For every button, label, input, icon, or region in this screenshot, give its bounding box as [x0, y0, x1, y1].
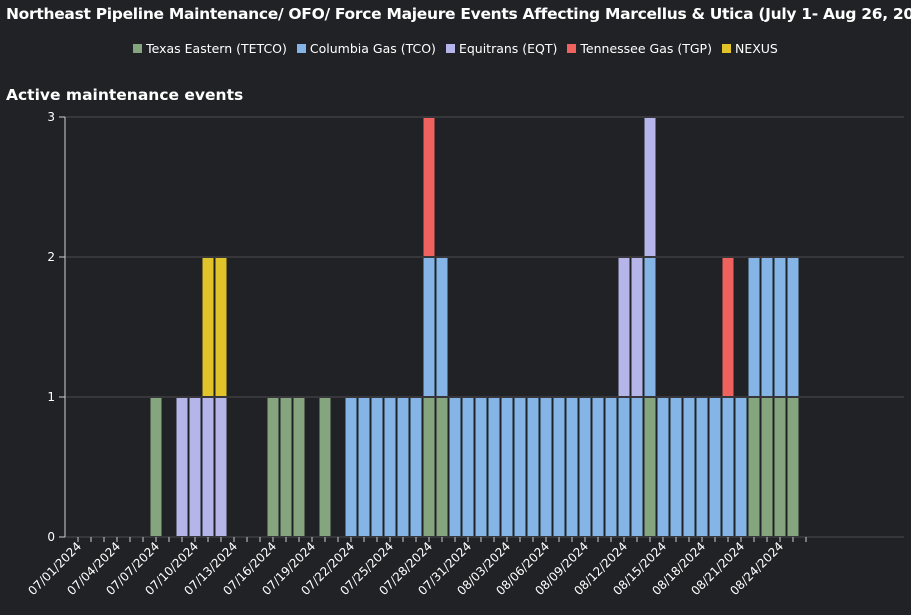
bar-segment: [709, 398, 721, 536]
bar-segment: [345, 398, 357, 536]
bar-segment: [423, 398, 435, 536]
bar-segment: [774, 398, 786, 536]
bar-segment: [202, 398, 214, 536]
bar-segment: [618, 398, 630, 536]
bar-segment: [644, 258, 656, 396]
legend-swatch: [296, 44, 306, 53]
legend-label: NEXUS: [734, 41, 778, 56]
y-axis-title: Active maintenance events: [6, 86, 244, 104]
bar-segment: [319, 398, 331, 536]
bar-segment: [384, 398, 396, 536]
bar-segment: [423, 118, 435, 256]
bar-segment: [631, 258, 643, 396]
bar-segment: [462, 398, 474, 536]
bar-segment: [397, 398, 409, 536]
bar-segment: [514, 398, 526, 536]
y-tick-label: 0: [47, 530, 55, 544]
bar-segment: [787, 398, 799, 536]
bar-segment: [267, 398, 279, 536]
bar-segment: [631, 398, 643, 536]
bar-segment: [683, 398, 695, 536]
bar-segment: [761, 398, 773, 536]
y-tick-label: 2: [47, 250, 55, 264]
bar-segment: [553, 398, 565, 536]
bar-segment: [748, 258, 760, 396]
bar-segment: [722, 398, 734, 536]
bar-segment: [475, 398, 487, 536]
legend-item[interactable]: NEXUS: [721, 41, 778, 56]
bar-segment: [150, 398, 162, 536]
bar-segment: [644, 398, 656, 536]
bar-segment: [189, 398, 201, 536]
bar-segment: [644, 118, 656, 256]
bar-segment: [436, 398, 448, 536]
legend-label: Equitrans (EQT): [458, 41, 558, 56]
legend-swatch: [721, 44, 731, 53]
bar-segment: [202, 258, 214, 396]
legend-label: Tennessee Gas (TGP): [580, 41, 712, 56]
legend-item[interactable]: Columbia Gas (TCO): [296, 41, 436, 56]
bar-segment: [371, 398, 383, 536]
chart-title: Northeast Pipeline Maintenance/ OFO/ For…: [6, 5, 911, 23]
bar-segment: [774, 258, 786, 396]
bar-segment: [449, 398, 461, 536]
bar-segment: [280, 398, 292, 536]
legend-item[interactable]: Equitrans (EQT): [445, 41, 558, 56]
legend-label: Texas Eastern (TETCO): [146, 41, 287, 56]
bar-segment: [215, 258, 227, 396]
legend-item[interactable]: Tennessee Gas (TGP): [567, 41, 712, 56]
bar-segment: [358, 398, 370, 536]
bar-segment: [735, 398, 747, 536]
y-tick-label: 1: [47, 390, 55, 404]
bar-segment: [579, 398, 591, 536]
bar-segment: [436, 258, 448, 396]
chart-legend: Texas Eastern (TETCO) Columbia Gas (TCO) E…: [0, 41, 911, 56]
bar-segment: [215, 398, 227, 536]
bar-segment: [748, 398, 760, 536]
bar-segment: [657, 398, 669, 536]
bar-segment: [540, 398, 552, 536]
bar-segment: [410, 398, 422, 536]
legend-swatch: [445, 44, 455, 53]
bar-segment: [566, 398, 578, 536]
bar-segment: [696, 398, 708, 536]
bar-segment: [605, 398, 617, 536]
bar-segment: [670, 398, 682, 536]
bar-segment: [527, 398, 539, 536]
bar-segment: [501, 398, 513, 536]
bar-segment: [592, 398, 604, 536]
y-tick-label: 3: [47, 110, 55, 124]
bar-segment: [761, 258, 773, 396]
bar-segment: [787, 258, 799, 396]
bar-segment: [176, 398, 188, 536]
bar-segment: [293, 398, 305, 536]
legend-item[interactable]: Texas Eastern (TETCO): [133, 41, 287, 56]
bar-segment: [618, 258, 630, 396]
bar-segment: [722, 258, 734, 396]
legend-swatch: [133, 44, 143, 53]
bar-segment: [423, 258, 435, 396]
legend-swatch: [567, 44, 577, 53]
legend-label: Columbia Gas (TCO): [309, 41, 436, 56]
bar-segment: [488, 398, 500, 536]
